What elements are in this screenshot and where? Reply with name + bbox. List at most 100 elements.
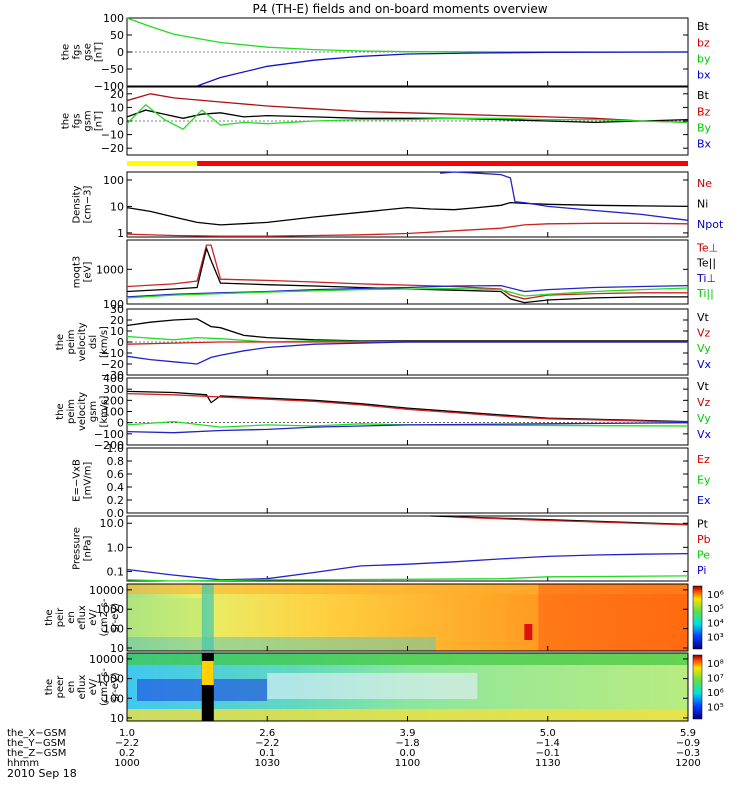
y-axis-label-line: velocity [77, 392, 88, 431]
y-tick-label: 1.0 [107, 442, 125, 455]
x-info-value: 5.0 [540, 728, 556, 739]
legend-entry: Vt [697, 380, 710, 393]
y-axis-label-line: gse [83, 43, 94, 61]
panel-stack: 100500−50−100thefgsgse[nT]Btbzbybx20100−… [44, 12, 724, 725]
y-tick-label: −20 [101, 358, 124, 371]
y-axis-label-line: the [44, 679, 55, 695]
y-axis-label-line: gsm [88, 401, 99, 422]
y-axis-label-line: [km/s] [99, 326, 110, 358]
y-axis-label: thepeimvelocitygsm[km/s] [55, 392, 110, 431]
y-axis-label-line: peir [55, 607, 66, 627]
y-tick-label: 0.6 [107, 468, 125, 481]
x-info-row-label: the_Y−GSM [7, 738, 66, 749]
y-axis-label-line: moqt3 [72, 256, 83, 289]
spectrogram-band [127, 653, 688, 665]
x-info-value: 5.9 [680, 728, 696, 739]
panel-density: 100 10 1 Density[cm−3] Ne Ni Npot [72, 171, 724, 240]
legend-entry: Vy [697, 412, 711, 425]
y-tick-label: 100 [103, 174, 124, 187]
x-info-value: −0.3 [676, 748, 700, 759]
y-axis-label-line: (cm2-s- [99, 668, 110, 706]
panel-pressure: 10.0 1.0 0.1 Pressure[nPa] Pt Pb Pe Pi [72, 515, 711, 582]
series-line [126, 246, 688, 304]
series-line [126, 341, 688, 365]
legend-entry: Vz [697, 327, 711, 340]
series-line [454, 516, 689, 526]
y-axis-label-line: fgs [72, 44, 83, 59]
y-axis-label-line: eflux [77, 675, 88, 700]
spectrogram-band [201, 584, 214, 651]
legend-entry: Ni [697, 198, 708, 211]
panel-frame [126, 447, 689, 514]
series-line [126, 575, 689, 582]
y-axis-label-line: peim [66, 399, 77, 424]
y-tick-label: 100 [103, 623, 124, 636]
y-tick-label: 100 [103, 298, 124, 311]
y-tick-label: 0.0 [107, 507, 125, 520]
y-axis-label: thefgsgse[nT] [61, 42, 105, 62]
y-tick-label: 1.0 [107, 541, 125, 554]
spectrogram-band [538, 584, 688, 651]
y-axis-label: Pressure[nPa] [72, 527, 94, 570]
y-axis-label-line: [nT] [94, 111, 105, 131]
colorbar [692, 585, 703, 650]
series-line [126, 244, 688, 300]
legend-entry: Vz [697, 396, 711, 409]
x-info-value: 1.0 [119, 728, 135, 739]
y-tick-label: 0 [117, 115, 124, 128]
series-line [126, 103, 689, 130]
y-axis-label-line: velocity [77, 322, 88, 361]
y-tick-label: −50 [101, 63, 124, 76]
series-line [126, 392, 689, 423]
legend-entry: Te|| [696, 257, 716, 270]
y-axis-label-line: Pressure [72, 527, 83, 570]
x-info-row-label: the_Z−GSM [7, 748, 66, 759]
spectrogram-hotspot [524, 624, 533, 640]
legend-entry: Bt [697, 89, 710, 102]
legend-entry: Bz [697, 105, 711, 118]
y-axis-label-line: en [66, 611, 77, 624]
y-axis-label-line: eV/ [88, 678, 99, 695]
y-tick-label: 100 [103, 12, 124, 25]
colorbar-label: 10⁵ [707, 604, 724, 615]
x-info-value: 0.2 [119, 748, 135, 759]
y-tick-label: 400 [103, 372, 124, 385]
y-tick-label: 10000 [89, 653, 124, 666]
x-info-value: 1200 [675, 758, 700, 769]
y-tick-label: 0.1 [107, 565, 125, 578]
legend-entry: Pe [697, 549, 710, 562]
spectrogram-band [127, 637, 436, 651]
y-tick-label: 10 [110, 712, 124, 725]
legend-entry: Pt [697, 518, 709, 531]
legend-entry: Pb [697, 533, 711, 546]
legend-entry: Vx [697, 428, 712, 441]
y-tick-label: 10 [110, 325, 124, 338]
y-tick-label: 1000 [96, 603, 124, 616]
y-axis-label-line: Density [72, 185, 83, 223]
y-tick-label: 10 [110, 642, 124, 655]
legend-entry: By [697, 122, 712, 135]
y-axis-label-line: E=−VxB [72, 459, 83, 502]
panel-temperature: 1000 100 moqt3[eV] Te⊥ Te|| Ti⊥ Ti|| [72, 239, 718, 311]
y-tick-label: 0 [117, 417, 124, 430]
y-axis-label-line: the [55, 403, 66, 419]
panel-peer_spec: 10000 1000 100 10 thepeerenefluxeV/(cm2-s-sr… [44, 652, 724, 725]
x-info-value: 0.0 [400, 748, 416, 759]
legend-entry: Vx [697, 358, 712, 371]
legend-entry: Vt [697, 311, 710, 324]
y-axis-label-line: [eV] [83, 262, 94, 283]
series-line [126, 222, 689, 237]
colorbar-label: 10⁴ [707, 618, 724, 629]
y-tick-label: 0.2 [107, 494, 125, 507]
mode-bar-segment [127, 161, 198, 166]
x-info-row-label: hhmm [7, 758, 39, 769]
spectrogram-band [127, 598, 207, 637]
x-info-value: 1100 [395, 758, 420, 769]
y-axis-label-line: [nPa] [83, 535, 94, 561]
figure-title: P4 (TH-E) fields and on-board moments ov… [252, 2, 547, 16]
panel-frame [126, 515, 689, 582]
y-axis-label: thepeimvelocitydsl[km/s] [55, 322, 110, 361]
series-line [126, 109, 689, 124]
spectrogram-band [267, 673, 478, 699]
series-line [440, 171, 689, 221]
